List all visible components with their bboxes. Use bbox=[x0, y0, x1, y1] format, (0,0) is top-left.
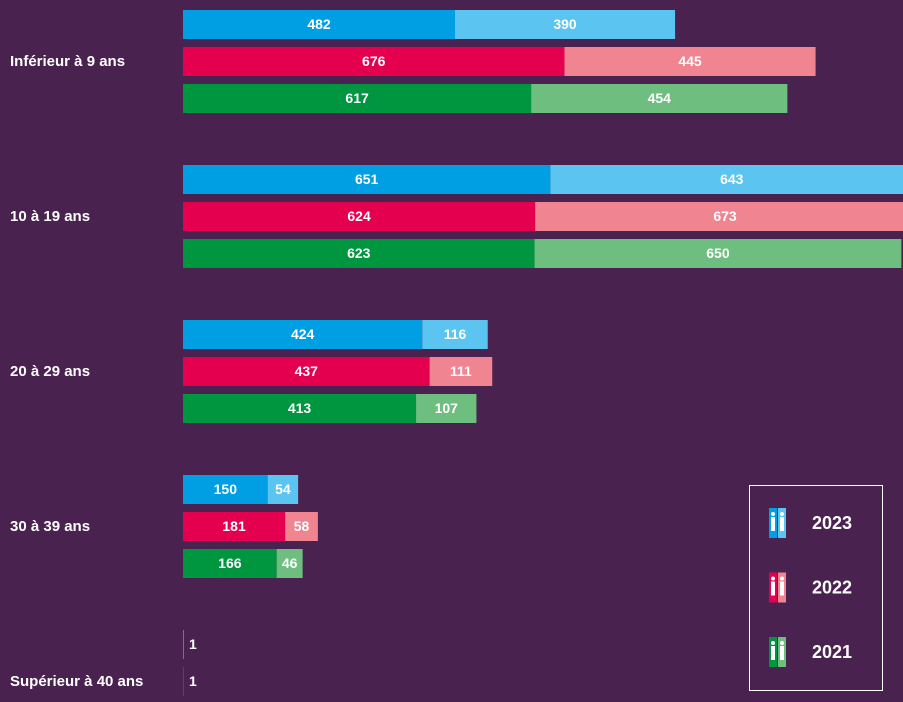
legend-icon-head bbox=[771, 576, 775, 581]
value-label: 650 bbox=[706, 245, 730, 261]
value-label: 482 bbox=[307, 16, 331, 32]
legend-icon-head bbox=[780, 576, 784, 581]
legend-icon-head bbox=[780, 641, 784, 645]
bar-segment bbox=[422, 320, 488, 349]
value-label: 454 bbox=[648, 90, 672, 106]
value-label: 1 bbox=[189, 673, 197, 689]
bar-segment bbox=[454, 10, 676, 39]
category-label: Supérieur à 40 ans bbox=[10, 673, 143, 690]
value-label: 673 bbox=[713, 208, 737, 224]
legend-label: 2023 bbox=[812, 513, 852, 533]
bar-segment bbox=[531, 84, 788, 113]
category-label: 10 à 19 ans bbox=[10, 208, 90, 225]
legend-icon-body bbox=[771, 517, 775, 531]
legend-icon-head bbox=[771, 512, 775, 516]
value-label: 390 bbox=[553, 16, 577, 32]
bar-segment bbox=[183, 475, 268, 504]
value-label: 424 bbox=[291, 326, 315, 342]
bar-segment bbox=[183, 84, 532, 113]
value-label: 46 bbox=[282, 555, 298, 571]
bar-segment bbox=[183, 10, 455, 39]
bar-segment bbox=[183, 549, 277, 578]
value-label: 54 bbox=[275, 481, 291, 497]
legend-icon-head bbox=[771, 641, 775, 645]
bar-segment bbox=[183, 202, 536, 231]
bar-segment bbox=[429, 357, 493, 386]
bar-segment bbox=[534, 239, 902, 268]
value-label: 116 bbox=[444, 326, 467, 342]
value-label: 107 bbox=[435, 400, 459, 416]
value-label: 166 bbox=[218, 555, 242, 571]
legend-icon-body bbox=[771, 581, 775, 596]
value-label: 623 bbox=[347, 245, 371, 261]
value-label: 437 bbox=[295, 363, 319, 379]
legend-icon-body bbox=[780, 517, 784, 531]
value-label: 1 bbox=[189, 636, 197, 652]
value-label: 624 bbox=[347, 208, 371, 224]
legend-label: 2022 bbox=[812, 577, 852, 597]
legend-label: 2021 bbox=[812, 642, 852, 662]
value-label: 676 bbox=[362, 53, 386, 69]
legend-box bbox=[749, 485, 883, 691]
bar-segment bbox=[535, 202, 903, 231]
legend-icon-body bbox=[771, 646, 775, 660]
bar-segment bbox=[183, 320, 423, 349]
bar-segment bbox=[285, 512, 318, 541]
value-label: 150 bbox=[214, 481, 238, 497]
bar-segment bbox=[183, 165, 551, 194]
bar-segment bbox=[183, 47, 565, 76]
bar-segment bbox=[183, 357, 430, 386]
bar-segment bbox=[183, 239, 535, 268]
bar-segment bbox=[183, 630, 184, 659]
bar-segment bbox=[564, 47, 816, 76]
value-label: 181 bbox=[222, 518, 246, 534]
value-label: 413 bbox=[288, 400, 312, 416]
bar-segment bbox=[183, 667, 184, 696]
value-label: 617 bbox=[345, 90, 369, 106]
legend-icon-head bbox=[780, 512, 784, 516]
value-label: 651 bbox=[355, 171, 379, 187]
legend-icon-body bbox=[780, 646, 784, 660]
value-label: 58 bbox=[294, 518, 310, 534]
value-label: 111 bbox=[450, 363, 472, 379]
category-label: Inférieur à 9 ans bbox=[10, 53, 125, 70]
bar-segment bbox=[267, 475, 299, 504]
value-label: 643 bbox=[720, 171, 744, 187]
bar-segment bbox=[550, 165, 903, 194]
legend-icon-body bbox=[780, 581, 784, 596]
bar-segment bbox=[183, 512, 286, 541]
bar-segment bbox=[416, 394, 477, 423]
bar-segment bbox=[183, 394, 417, 423]
bar-segment bbox=[276, 549, 303, 578]
category-label: 20 à 29 ans bbox=[10, 363, 90, 380]
value-label: 445 bbox=[678, 53, 702, 69]
category-label: 30 à 39 ans bbox=[10, 518, 90, 535]
